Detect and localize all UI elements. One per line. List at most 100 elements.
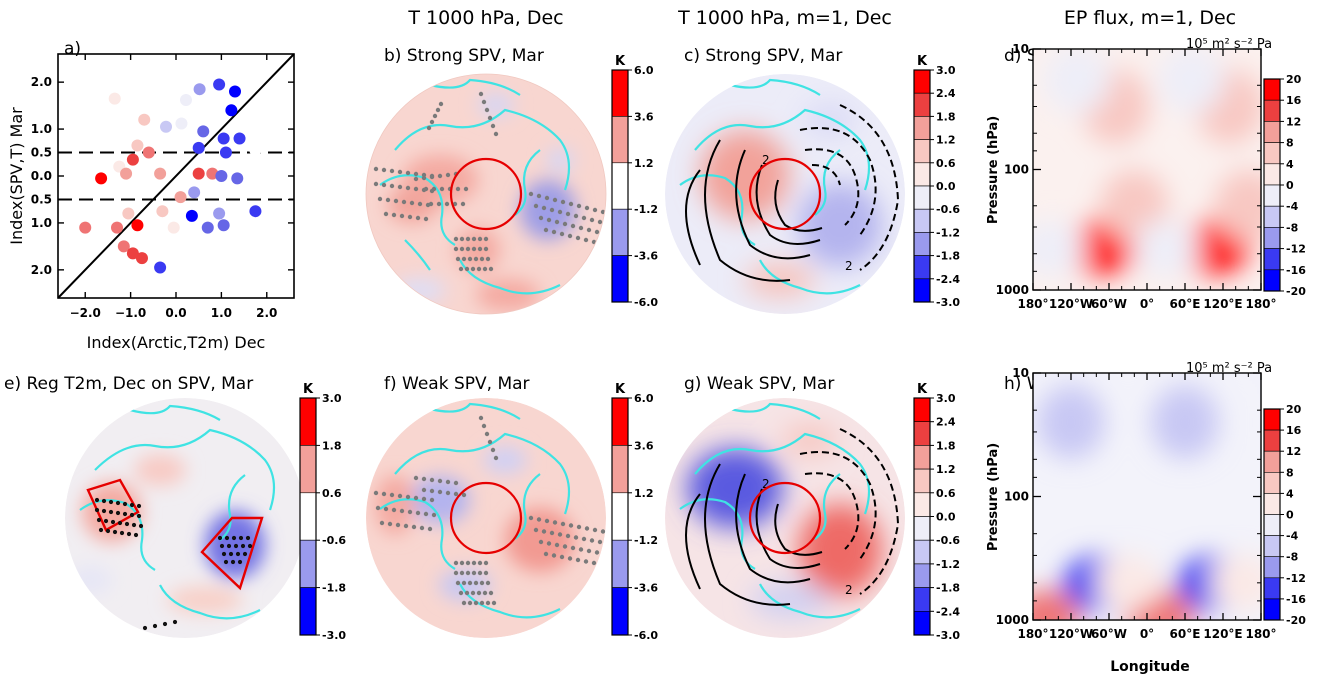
colorbar-g-unit: K bbox=[917, 382, 928, 397]
colorbar-c-label: -3.0 bbox=[936, 296, 960, 309]
panel-a-point bbox=[249, 205, 262, 218]
colorbar-c-label: 0.6 bbox=[936, 157, 956, 170]
panel-e-box-east bbox=[200, 516, 264, 591]
ep-stripe bbox=[1105, 373, 1109, 620]
stipple-dot bbox=[528, 191, 534, 197]
ep-stripe bbox=[1137, 49, 1141, 290]
ep-stripe bbox=[1129, 373, 1133, 620]
stipple-dot bbox=[463, 186, 469, 192]
stipple-dot bbox=[476, 590, 482, 596]
stipple-dot bbox=[557, 209, 563, 215]
colorbar-f-frame bbox=[611, 397, 629, 636]
stipple-dot bbox=[379, 520, 385, 526]
stipple-dot bbox=[436, 201, 442, 207]
stipple-dot bbox=[129, 502, 135, 508]
colorbar-f-label: 3.6 bbox=[634, 439, 654, 452]
ep-xtick-label: 0° bbox=[1140, 627, 1154, 641]
stipple-dot bbox=[419, 525, 425, 531]
ep-stripe bbox=[1129, 49, 1133, 290]
panel-a-point bbox=[120, 167, 133, 180]
stipple-dot bbox=[231, 535, 237, 541]
stipple-dot bbox=[586, 548, 592, 554]
stipple-dot bbox=[546, 541, 552, 546]
stipple-dot bbox=[233, 543, 239, 549]
stipple-dot bbox=[538, 215, 544, 221]
stipple-dot bbox=[142, 625, 148, 631]
colorbar-b-label: 3.6 bbox=[634, 110, 654, 123]
stipple-dot bbox=[549, 530, 555, 536]
panel-e-box-west bbox=[86, 478, 140, 532]
stipple-dot bbox=[383, 211, 389, 217]
ep-stripe bbox=[1153, 373, 1157, 620]
stipple-dot bbox=[543, 227, 549, 233]
ep-stripe bbox=[1217, 373, 1221, 620]
stipple-dot bbox=[411, 524, 417, 530]
stipple-dot bbox=[391, 212, 397, 218]
ep-blob bbox=[1157, 49, 1226, 114]
colorbar-c-label: 3.0 bbox=[936, 64, 956, 77]
panel-a-point bbox=[117, 240, 130, 253]
stipple-dot bbox=[235, 551, 241, 557]
stipple-dot bbox=[413, 186, 419, 192]
stipple-dot bbox=[591, 560, 597, 566]
colorbar-c-label: 1.8 bbox=[936, 110, 956, 123]
colorbar-g-label: -0.6 bbox=[936, 534, 960, 547]
stipple-dot bbox=[432, 113, 438, 119]
stipple-dot bbox=[455, 186, 461, 192]
colorbar-d-label: -16 bbox=[1286, 264, 1306, 277]
stipple-dot bbox=[477, 246, 483, 252]
stipple-dot bbox=[409, 200, 415, 206]
ep-xtick-label: 60°E bbox=[1170, 297, 1201, 311]
stipple-dot bbox=[481, 423, 487, 429]
stipple-dot bbox=[549, 207, 555, 213]
stipple-dot bbox=[383, 506, 389, 512]
stipple-dot bbox=[373, 490, 379, 496]
ep-xtick-label: 120°E bbox=[1203, 627, 1242, 641]
panel-a-point bbox=[131, 139, 144, 152]
stipple-dot bbox=[592, 527, 598, 533]
colorbar-e-swatch bbox=[299, 587, 317, 636]
colorbar-c-swatch bbox=[913, 162, 931, 187]
colorbar-f-swatch bbox=[611, 539, 629, 588]
panel-a-point bbox=[122, 207, 135, 220]
panel-c-map: c) Strong SPV, Mar bbox=[665, 46, 905, 314]
ep-stripe bbox=[1089, 49, 1093, 290]
colorbar-b-label: 1.2 bbox=[634, 157, 654, 170]
stipple-dot bbox=[560, 521, 566, 527]
stipple-dot bbox=[397, 493, 403, 499]
ep-blob bbox=[1037, 385, 1105, 460]
stipple-dot bbox=[488, 590, 494, 596]
colorbar-e-label: -3.0 bbox=[322, 629, 346, 642]
colorbar-g-label: -3.0 bbox=[936, 629, 960, 642]
colorbar-c-label: 1.2 bbox=[936, 134, 956, 147]
colorbar-e-label: 1.8 bbox=[322, 439, 342, 452]
ep-stripe bbox=[1201, 49, 1205, 290]
stipple-dot bbox=[393, 198, 399, 204]
stipple-dot bbox=[413, 171, 419, 177]
ep-xtick-label: 60°E bbox=[1170, 627, 1201, 641]
colorbar-h-label: 20 bbox=[1286, 403, 1302, 416]
colorbar-b-label: -1.2 bbox=[634, 203, 658, 216]
colorbar-b-label: 6.0 bbox=[634, 64, 654, 77]
stipple-dot bbox=[461, 492, 467, 498]
panel-d-heatmap: d) Strong SPV, Mar 10⁵ m² s⁻² Pa 180°120… bbox=[986, 37, 1277, 311]
colorbar-h-swatch bbox=[1263, 408, 1281, 431]
stipple-dot bbox=[483, 246, 489, 252]
colorbar-g-swatch bbox=[913, 587, 931, 612]
panel-g-contours bbox=[685, 428, 900, 606]
stipple-dot bbox=[221, 551, 227, 557]
ep-ytick-label: 100 bbox=[1004, 490, 1029, 504]
stipple-dot bbox=[482, 590, 488, 596]
panel-e-stipple bbox=[94, 497, 253, 631]
stipple-dot bbox=[105, 528, 111, 534]
stipple-dot bbox=[528, 515, 534, 521]
stipple-dot bbox=[445, 479, 451, 485]
colorbar-g-label: 3.0 bbox=[936, 392, 956, 405]
stipple-dot bbox=[453, 570, 459, 576]
stipple-dot bbox=[103, 518, 109, 524]
stipple-dot bbox=[110, 519, 116, 525]
colorbar-d-swatch bbox=[1263, 184, 1281, 207]
stipple-dot bbox=[491, 600, 497, 606]
colorbar-f-swatch bbox=[611, 397, 629, 446]
